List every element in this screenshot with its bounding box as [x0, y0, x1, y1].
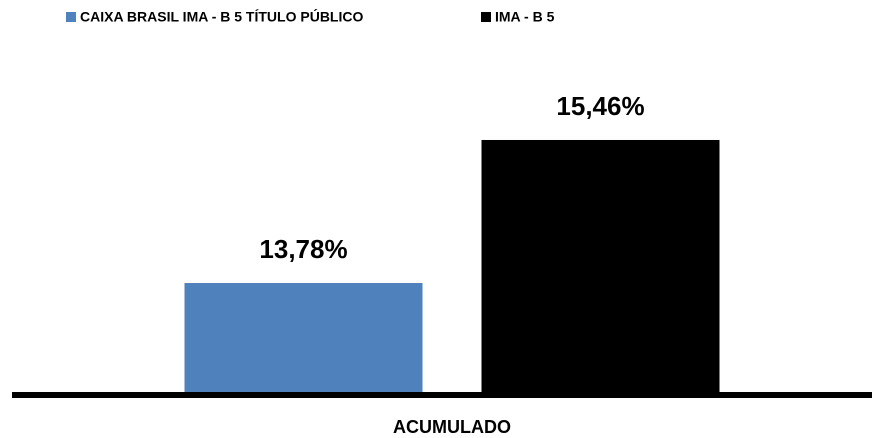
data-label: 15,46%	[556, 91, 644, 121]
legend-label: CAIXA BRASIL IMA - B 5 TÍTULO PÚBLICO	[80, 8, 363, 25]
legend-label: IMA - B 5	[495, 9, 555, 25]
legend-swatch	[66, 12, 76, 22]
bar	[184, 283, 423, 392]
data-label: 13,78%	[259, 234, 347, 264]
bar	[481, 139, 720, 392]
legend-swatch	[481, 12, 491, 22]
x-tick-label: ACUMULADO	[393, 417, 511, 437]
